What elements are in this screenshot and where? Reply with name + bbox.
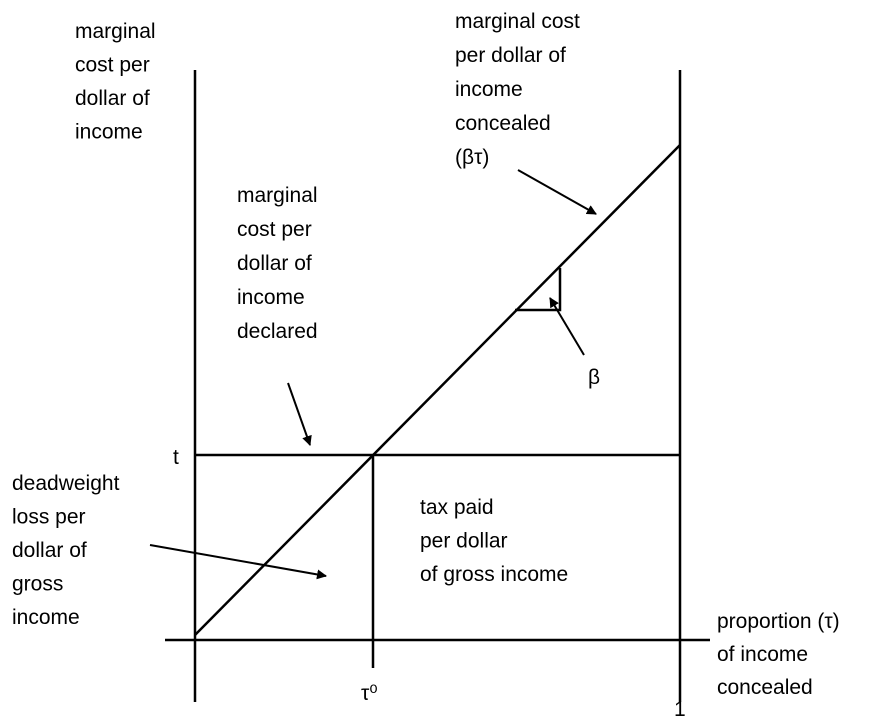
declared-label: marginal (237, 184, 318, 207)
arrow (287, 382, 312, 446)
t-label: t (173, 446, 179, 469)
declared-label: dollar of (237, 252, 312, 275)
arrow (549, 297, 585, 356)
one-label: 1 (674, 698, 686, 719)
declared-label: declared (237, 320, 318, 343)
deadweight-label: income (12, 606, 80, 629)
concealed-label: concealed (455, 112, 551, 135)
tax-paid-label: per dollar (420, 530, 508, 553)
declared-label: cost per (237, 218, 312, 241)
y-axis-label: dollar of (75, 87, 150, 110)
arrow (517, 169, 597, 215)
concealed-label: income (455, 78, 523, 101)
tau0-label: τ⁰ (361, 682, 378, 705)
deadweight-label: deadweight (12, 472, 120, 495)
deadweight-label: dollar of (12, 539, 87, 562)
tax-paid-label: tax paid (420, 496, 494, 519)
concealed-label: marginal cost (455, 10, 580, 33)
y-axis-label: marginal (75, 20, 156, 43)
x-axis-label: concealed (717, 676, 813, 699)
deadweight-label: loss per (12, 506, 86, 529)
arrow (149, 544, 327, 580)
concealed-label: (βτ) (455, 146, 489, 169)
concealment-cost-line (194, 144, 681, 636)
declared-label: income (237, 286, 305, 309)
y-axis-label: income (75, 121, 143, 144)
tax-paid-label: of gross income (420, 563, 568, 586)
x-axis-label: of income (717, 643, 808, 666)
deadweight-label: gross (12, 573, 63, 596)
slope-triangle (515, 268, 562, 312)
x-axis-label: proportion (τ) (717, 610, 840, 633)
y-axis-label: cost per (75, 54, 150, 77)
concealed-label: per dollar of (455, 44, 566, 67)
beta-label: β (588, 366, 600, 389)
